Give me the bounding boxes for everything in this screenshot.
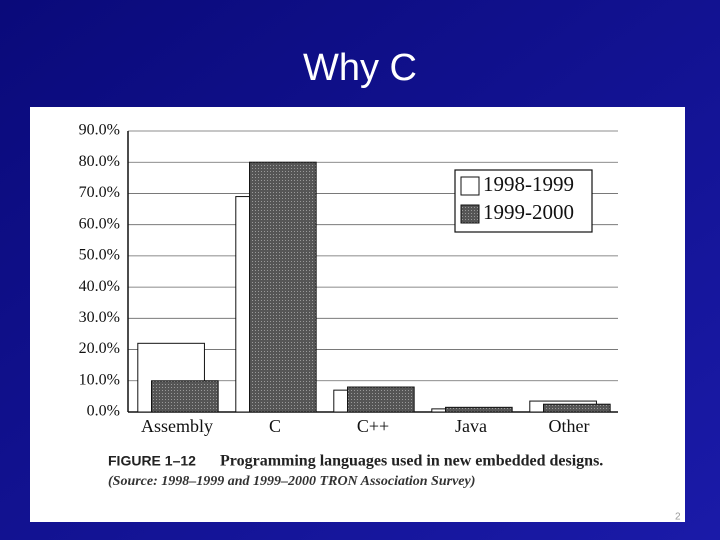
- x-tick-label: C++: [357, 416, 389, 436]
- slide-title: Why C: [303, 47, 417, 89]
- legend-swatch: [460, 176, 480, 196]
- x-tick-label: Java: [455, 416, 487, 436]
- y-tick-label: 80.0%: [79, 153, 120, 170]
- bar: [249, 161, 317, 413]
- page-number: 2: [675, 512, 681, 523]
- bar: [347, 386, 415, 413]
- legend-swatch: [460, 204, 480, 224]
- y-tick-label: 20.0%: [79, 340, 120, 357]
- legend-label: 1998-1999: [483, 172, 574, 196]
- y-tick-label: 50.0%: [79, 247, 120, 264]
- bar: [445, 406, 513, 413]
- x-tick-label: C: [269, 416, 281, 436]
- y-tick-label: 40.0%: [79, 278, 120, 295]
- bar: [543, 403, 611, 413]
- y-tick-label: 30.0%: [79, 309, 120, 326]
- y-tick-label: 10.0%: [79, 371, 120, 388]
- x-tick-label: Other: [549, 416, 590, 436]
- source: (Source: 1998–1999 and 1999–2000 TRON As…: [108, 474, 475, 489]
- caption-label: FIGURE 1–12: [108, 453, 196, 469]
- x-tick-label: Assembly: [141, 416, 213, 436]
- caption: Programming languages used in new embedd…: [220, 453, 603, 470]
- y-tick-label: 70.0%: [79, 184, 120, 201]
- y-tick-label: 60.0%: [79, 215, 120, 232]
- legend-label: 1999-2000: [483, 200, 574, 224]
- y-tick-label: 90.0%: [79, 122, 120, 139]
- bar: [151, 380, 219, 413]
- y-tick-label: 0.0%: [87, 403, 120, 420]
